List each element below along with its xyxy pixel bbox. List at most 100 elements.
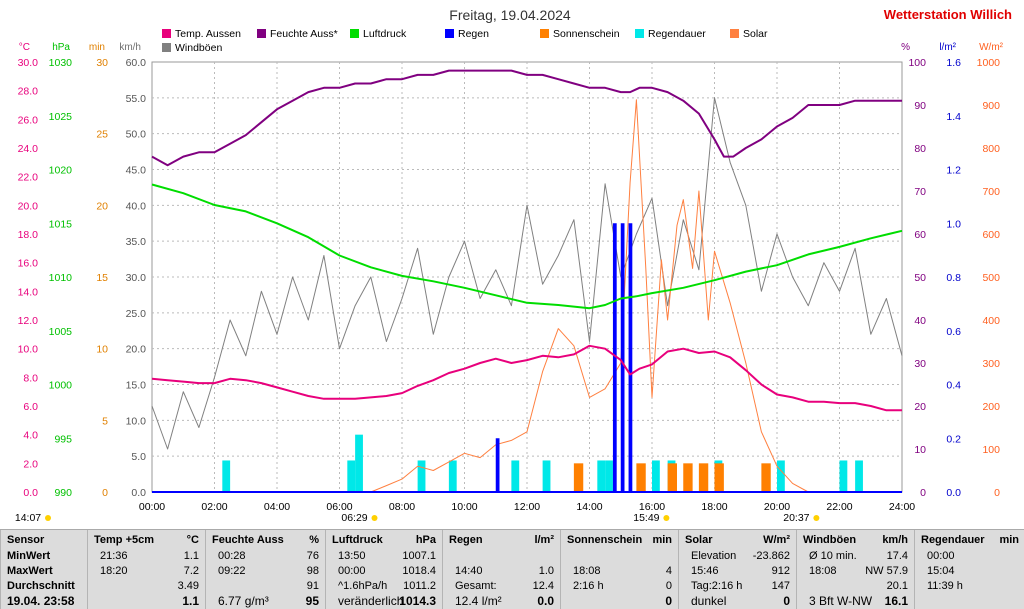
bar-regendauer: [355, 434, 363, 492]
stats-header-unit: min: [652, 534, 672, 546]
chart-title: Freitag, 19.04.2024: [449, 7, 571, 23]
tick-label-min: 20: [96, 200, 108, 212]
stats-cell-value: 91: [306, 580, 319, 592]
stats-cell-value: 1018.4: [402, 565, 436, 577]
tick-label-wm2: 700: [982, 186, 1000, 198]
stats-cell-value: 1011.2: [403, 580, 436, 592]
stats-cell-label: 18:08: [809, 565, 837, 577]
stats-header: Sonnenschein min: [561, 532, 678, 548]
tick-label-lm2: 0.6: [946, 326, 961, 338]
tick-label-temp: 0.0: [23, 487, 38, 499]
stats-cell-label: 21:36: [100, 550, 128, 562]
tick-label-time: 22:00: [826, 501, 852, 513]
tick-label-kmh: 50.0: [126, 129, 147, 141]
stats-cell-value: 147: [771, 580, 790, 592]
sun-icon: [813, 515, 820, 521]
stats-cell-value: 98: [306, 565, 319, 577]
tick-label-kmh: 20.0: [126, 344, 147, 356]
unit-lm2: l/m²: [939, 42, 956, 53]
stats-row: 13:50 1007.1: [326, 548, 442, 564]
stats-row: [915, 593, 1024, 609]
bar-regendauer: [652, 460, 660, 492]
stats-cell-value: 76: [306, 550, 319, 562]
stats-row: 18:08 NW 57.9: [797, 563, 914, 579]
stats-cell-value: 1.1: [183, 550, 199, 562]
tick-label-percent: 20: [914, 401, 926, 413]
stats-cell-value: 0: [665, 594, 672, 608]
tick-label-time: 08:00: [389, 501, 415, 513]
stats-header-label: Sonnenschein: [567, 534, 643, 546]
stats-col-solar: Solar W/m² Elevation -23.862 15:46 912 Tag:2:1…: [678, 530, 796, 609]
tick-label-time: 06:00: [326, 501, 352, 513]
tick-label-time: 24:00: [889, 501, 915, 513]
stats-row-label: MaxWert: [7, 565, 53, 577]
tick-label-hpa: 995: [54, 433, 72, 445]
stats-cell-label: Gesamt:: [455, 580, 497, 592]
stats-cell-value: 16.1: [884, 594, 908, 608]
stats-row: 1.1: [88, 593, 205, 609]
stats-row: 3.49: [88, 578, 205, 594]
tick-label-min: 5: [102, 415, 108, 427]
bar-regen: [495, 438, 500, 492]
legend-swatch: [162, 43, 171, 52]
bar-sonnenschein: [714, 463, 724, 492]
bar-sonnenschein: [683, 463, 693, 492]
stats-cell-label: Ø 10 min.: [809, 550, 857, 562]
tick-label-lm2: 0.2: [946, 433, 961, 445]
stats-row-label: MinWert: [7, 550, 51, 562]
unit-min: min: [89, 42, 105, 53]
bar-regendauer: [542, 460, 551, 492]
stats-cell-value: 0: [783, 594, 790, 608]
stats-cell-label: 15:46: [691, 565, 719, 577]
tick-label-lm2: 1.2: [946, 165, 961, 177]
tick-label-wm2: 200: [982, 401, 1000, 413]
bar-regendauer: [511, 460, 520, 492]
stats-row: 2:16 h 0: [561, 578, 678, 594]
legend-label: Regen: [458, 28, 489, 40]
tick-label-temp: 30.0: [18, 57, 39, 69]
bar-regendauer: [839, 460, 848, 492]
stats-header-label: Solar: [685, 534, 713, 546]
bar-sonnenschein: [573, 463, 584, 492]
legend-label: Feuchte Auss*: [270, 28, 338, 40]
stats-row: 09:22 98: [206, 563, 325, 579]
tick-label-temp: 14.0: [18, 286, 39, 298]
stats-cell-value: 1014.3: [399, 594, 436, 608]
tick-label-hpa: 1010: [49, 272, 73, 284]
bar-regendauer: [222, 460, 231, 492]
legend-swatch: [445, 29, 454, 38]
stats-cell-label: 6.77 g/m³: [218, 594, 269, 608]
tick-label-percent: 100: [908, 57, 926, 69]
stats-cell-value: 912: [771, 565, 790, 577]
tick-label-kmh: 5.0: [131, 451, 146, 463]
tick-label-kmh: 25.0: [126, 308, 147, 320]
plot-area: [151, 69, 903, 493]
tick-label-percent: 40: [914, 315, 926, 327]
tick-label-hpa: 1000: [49, 380, 73, 392]
stats-row: Gesamt: 12.4: [443, 578, 560, 594]
tick-label-percent: 90: [914, 100, 926, 112]
unit-hpa: hPa: [52, 42, 70, 53]
bar-regen: [612, 223, 617, 492]
tick-label-time: 16:00: [639, 501, 665, 513]
tick-label-percent: 10: [914, 444, 926, 456]
sun-icon: [663, 515, 670, 521]
stats-cell-value: 1.1: [182, 594, 199, 608]
stats-header-label: Temp +5cm: [94, 534, 155, 546]
legend-swatch: [257, 29, 266, 38]
stats-cell-value: -23.862: [752, 550, 790, 562]
stats-row: veränderlich 1014.3: [326, 593, 442, 609]
stats-row: 91: [206, 578, 325, 594]
bar-sonnenschein: [698, 463, 709, 492]
stats-cell-value: 3.49: [177, 580, 199, 592]
stats-row: 3 Bft W-NW 16.1: [797, 593, 914, 609]
tick-label-wm2: 800: [982, 143, 1000, 155]
tick-label-wm2: 0: [994, 487, 1000, 499]
tick-label-time: 12:00: [514, 501, 540, 513]
tick-label-lm2: 1.6: [946, 57, 961, 69]
tick-label-min: 10: [96, 344, 108, 356]
stats-row: 00:28 76: [206, 548, 325, 564]
tick-label-kmh: 40.0: [126, 200, 147, 212]
tick-label-hpa: 990: [54, 487, 72, 499]
sun-icon: [371, 515, 378, 521]
